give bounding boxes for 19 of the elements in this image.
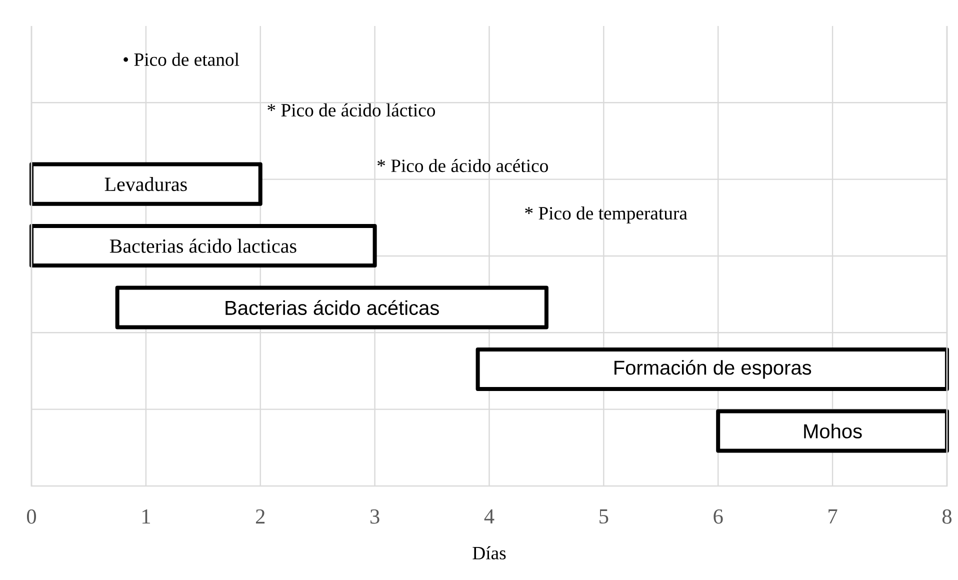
x-tick-label: 0 (26, 509, 36, 524)
annotation: * Pico de temperatura (525, 206, 688, 224)
text: * Pico de ácido láctico (268, 103, 435, 117)
x-tick-label: 6 (714, 509, 723, 524)
annotation: * Pico de ácido acético (378, 158, 548, 172)
x-tick-label: 4 (484, 509, 494, 524)
text: • Pico de etanol (124, 52, 240, 66)
y-tick-label: Bacterias ácido lacticas (110, 238, 296, 253)
x-tick-label: 7 (828, 509, 838, 524)
x-tick-label: 1 (142, 509, 150, 524)
x-tick-label: 8 (942, 509, 952, 524)
x-axis-title: Días (472, 546, 506, 560)
y-tick-label: Levaduras (104, 177, 187, 192)
x-tick-label: 3 (370, 509, 380, 524)
x-tick-label: 2 (256, 509, 265, 524)
y-tick-label: Bacterias ácido acéticas (226, 300, 439, 315)
y-tick-label: Mohos (804, 424, 862, 438)
y-tick-label: Formación de esporas (614, 360, 812, 379)
x-tick-label: 5 (600, 509, 608, 524)
